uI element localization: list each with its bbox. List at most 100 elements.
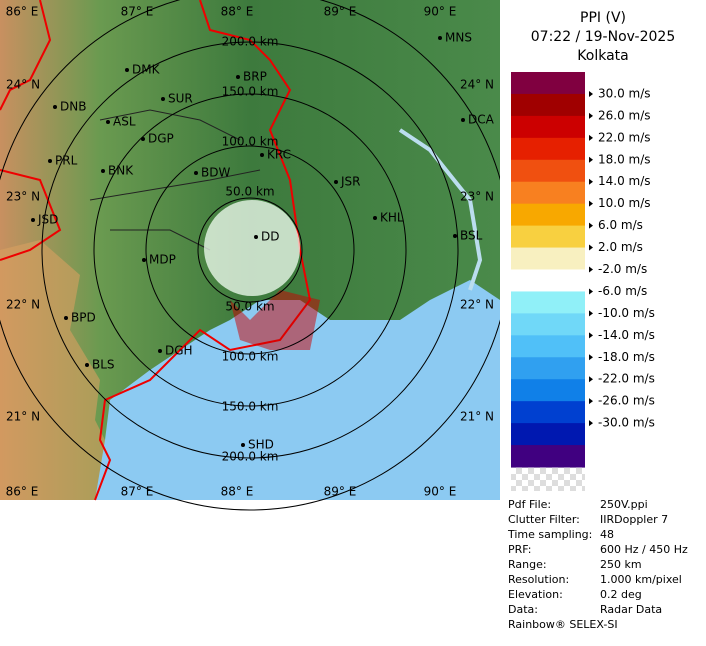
echo — [230, 290, 320, 350]
legend-swatch — [511, 72, 585, 95]
legend-arrow — [589, 310, 593, 317]
station-dot — [241, 443, 245, 447]
range-ring — [93, 93, 407, 407]
info-value: 600 Hz / 450 Hz — [600, 543, 688, 556]
station-dot — [373, 216, 377, 220]
range-label: 100.0 km — [222, 135, 279, 149]
legend-swatch — [511, 181, 585, 205]
legend-arrow — [589, 354, 593, 361]
station-label: JSD — [37, 213, 58, 227]
info-value: 250V.ppi — [600, 498, 648, 511]
station-label: KHL — [380, 211, 404, 225]
station-label: DNB — [60, 100, 86, 114]
info-value: Radar Data — [600, 603, 662, 616]
info-key: Time sampling: — [507, 528, 592, 541]
echo — [204, 200, 300, 296]
legend-label: 10.0 m/s — [598, 196, 651, 210]
range-label: 150.0 km — [222, 400, 279, 414]
legend-label: -6.0 m/s — [598, 284, 647, 298]
legend-label: 14.0 m/s — [598, 174, 651, 188]
station-dot — [142, 258, 146, 262]
legend-swatch — [511, 247, 585, 270]
lat-label: 23° N — [6, 190, 40, 204]
station-dot — [85, 363, 89, 367]
station-label: KRC — [267, 148, 291, 162]
info-value: 0.2 deg — [600, 588, 642, 601]
district-line — [89, 109, 261, 251]
legend-arrow — [589, 244, 593, 251]
highland — [0, 240, 110, 500]
station-label: DCA — [468, 113, 495, 127]
legend-title: PPI (V) — [580, 10, 626, 26]
legend-label: -22.0 m/s — [598, 372, 655, 386]
legend-label: -10.0 m/s — [598, 306, 655, 320]
station-dot — [453, 234, 457, 238]
legend-arrow — [589, 178, 593, 185]
legend-arrow — [589, 200, 593, 207]
lon-label: 86° E — [6, 5, 39, 19]
legend-label: 18.0 m/s — [598, 152, 651, 166]
lon-label: 88° E — [221, 5, 254, 19]
lat-label: 21° N — [6, 410, 40, 424]
station-dot — [334, 180, 338, 184]
legend-arrow — [589, 266, 593, 273]
legend-arrow — [589, 134, 593, 141]
legend-swatch — [511, 445, 585, 468]
info-key: Range: — [508, 558, 547, 571]
info-key: Data: — [508, 603, 538, 616]
station-label: DD — [261, 230, 279, 244]
station-label: SHD — [248, 438, 274, 452]
legend-swatch — [511, 159, 585, 183]
lon-label: 87° E — [121, 5, 154, 19]
station-label: BDW — [201, 166, 230, 180]
legend-arrow — [589, 156, 593, 163]
lon-label: 89° E — [324, 485, 357, 499]
station-dot — [161, 97, 165, 101]
legend-swatch — [511, 137, 585, 161]
info-key: Resolution: — [508, 573, 569, 586]
station-dot — [141, 137, 145, 141]
legend-arrow — [589, 112, 593, 119]
lon-label: 86° E — [6, 485, 39, 499]
sea — [95, 280, 500, 500]
legend-arrow — [589, 90, 593, 97]
legend-swatch — [511, 335, 585, 358]
legend-swatch — [511, 115, 585, 139]
river — [398, 128, 483, 291]
range-label: 100.0 km — [222, 350, 279, 364]
legend-swatch — [511, 423, 585, 446]
info-key: Clutter Filter: — [508, 513, 580, 526]
station-dot — [194, 171, 198, 175]
legend-transparent — [511, 467, 585, 491]
legend-swatch — [511, 313, 585, 336]
station-dot — [48, 159, 52, 163]
station-dot — [461, 118, 465, 122]
station-dot — [254, 235, 258, 239]
range-ring — [41, 41, 459, 459]
legend-label: 30.0 m/s — [598, 86, 651, 100]
station-label: MDP — [149, 253, 176, 267]
legend-label: -26.0 m/s — [598, 394, 655, 408]
range-ring — [145, 145, 355, 355]
station-label: BRP — [243, 70, 267, 84]
info-key: Pdf File: — [508, 498, 551, 511]
station-label: BLS — [92, 358, 115, 372]
range-label: 200.0 km — [222, 35, 279, 49]
legend-label: -30.0 m/s — [598, 416, 655, 430]
legend-swatch — [511, 357, 585, 380]
station-label: JSR — [340, 175, 361, 189]
station-label: ASL — [113, 115, 136, 129]
info-value: 1.000 km/pixel — [600, 573, 682, 586]
legend-arrow — [589, 288, 593, 295]
station-dot — [53, 105, 57, 109]
range-ring — [197, 197, 303, 303]
station-label: DMK — [132, 63, 161, 77]
range-label: 50.0 km — [225, 300, 274, 314]
legend-label: -14.0 m/s — [598, 328, 655, 342]
legend-arrow — [589, 332, 593, 339]
station-label: DGH — [165, 344, 193, 358]
legend-label: 26.0 m/s — [598, 108, 651, 122]
station-label: BSL — [460, 229, 483, 243]
